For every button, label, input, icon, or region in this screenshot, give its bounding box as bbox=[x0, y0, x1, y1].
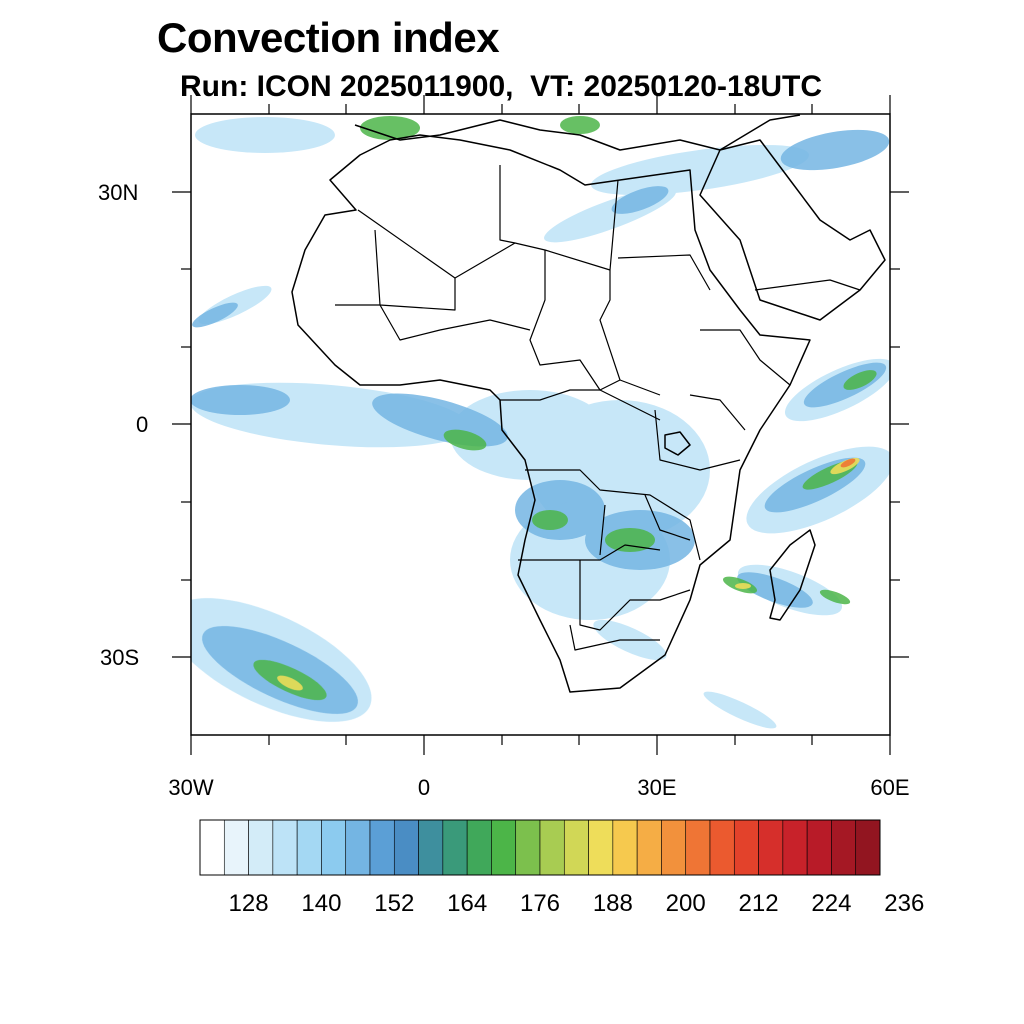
country-border bbox=[654, 409, 741, 471]
country-border bbox=[525, 469, 701, 561]
colorbar-cell bbox=[199, 819, 225, 876]
colorbar-tick-label: 200 bbox=[665, 890, 706, 917]
colorbar-cell bbox=[515, 819, 541, 876]
field-patch bbox=[819, 589, 851, 605]
country-border bbox=[335, 304, 531, 341]
field-patch bbox=[532, 510, 568, 530]
country-border bbox=[374, 229, 456, 311]
field-patch bbox=[191, 385, 290, 415]
lat-label-0: 0 bbox=[136, 412, 149, 437]
colorbar-cell bbox=[466, 819, 492, 876]
colorbar-cell bbox=[563, 819, 589, 876]
colorbar-cell bbox=[393, 819, 419, 876]
colorbar-cell bbox=[539, 819, 565, 876]
colorbar-cell bbox=[442, 819, 468, 876]
field-patch bbox=[560, 116, 600, 134]
colorbar-frame bbox=[199, 819, 881, 876]
field-patch bbox=[611, 186, 669, 214]
colorbar-cell bbox=[685, 819, 711, 876]
lake-victoria bbox=[664, 431, 691, 456]
colorbar-cell bbox=[418, 819, 444, 876]
colorbar-cell bbox=[223, 819, 249, 876]
colorbar-tick-label: 224 bbox=[811, 890, 852, 917]
convection-field-layer bbox=[191, 116, 890, 729]
colorbar-cell bbox=[636, 819, 662, 876]
colorbar-cell bbox=[321, 819, 347, 876]
country-border bbox=[617, 254, 711, 291]
colorbar-cell bbox=[491, 819, 517, 876]
field-patch bbox=[443, 429, 487, 451]
colorbar-tick-label: 212 bbox=[738, 890, 779, 917]
colorbar-tick-label: 176 bbox=[519, 890, 561, 917]
colorbar-cell bbox=[345, 819, 371, 876]
colorbar-cell bbox=[588, 819, 614, 876]
country-border bbox=[529, 250, 661, 396]
field-patch bbox=[840, 458, 856, 468]
country-border bbox=[689, 394, 746, 431]
field-patch bbox=[843, 370, 877, 390]
colorbar-cell bbox=[248, 819, 274, 876]
colorbar-cell bbox=[758, 819, 784, 876]
colorbar-cell bbox=[831, 819, 857, 876]
colorbar-tick-label: 140 bbox=[301, 890, 342, 917]
colorbar-cell bbox=[369, 819, 395, 876]
field-patch bbox=[703, 691, 777, 729]
field-patch bbox=[277, 675, 303, 691]
colorbar-cell bbox=[855, 819, 881, 876]
colorbar-tick-label: 152 bbox=[374, 890, 415, 917]
map-title: Convection index bbox=[157, 14, 500, 61]
map-subtitle: Run: ICON 2025011900, VT: 20250120-18UTC bbox=[180, 70, 822, 103]
country-border bbox=[499, 165, 516, 244]
field-patch bbox=[591, 144, 809, 196]
country-border bbox=[500, 389, 661, 421]
field-patch bbox=[780, 129, 890, 171]
country-border bbox=[599, 270, 621, 381]
field-patch bbox=[735, 583, 751, 589]
country-border bbox=[754, 279, 861, 291]
lon-label-60e: 60E bbox=[870, 775, 910, 800]
africa-coastline bbox=[291, 134, 811, 693]
coastline-layer bbox=[291, 114, 886, 693]
country-border bbox=[700, 329, 791, 386]
colorbar bbox=[199, 819, 881, 876]
colorbar-cell bbox=[296, 819, 322, 876]
colorbar-tick-label: 164 bbox=[447, 890, 488, 917]
lon-label-30w: 30W bbox=[168, 775, 214, 800]
country-border bbox=[569, 624, 660, 651]
colorbar-cell bbox=[661, 819, 687, 876]
colorbar-cell bbox=[272, 819, 298, 876]
field-patch bbox=[372, 393, 508, 447]
colorbar-cell bbox=[782, 819, 808, 876]
arabian-peninsula-coastline bbox=[699, 139, 886, 321]
colorbar-tick-label: 236 bbox=[884, 890, 925, 917]
lat-label-30n: 30N bbox=[98, 180, 139, 205]
country-border bbox=[357, 179, 619, 279]
field-patch bbox=[192, 302, 238, 328]
colorbar-cell bbox=[612, 819, 638, 876]
country-border bbox=[599, 504, 606, 556]
colorbar-cell bbox=[709, 819, 735, 876]
colorbar-tick-label: 188 bbox=[592, 890, 633, 917]
country-border bbox=[644, 494, 691, 541]
field-patch bbox=[605, 528, 655, 552]
axis-ticks bbox=[172, 95, 909, 755]
colorbar-tick-label: 128 bbox=[228, 890, 269, 917]
country-border bbox=[579, 560, 691, 631]
lon-label-30e: 30E bbox=[637, 775, 677, 800]
field-patch bbox=[360, 116, 420, 140]
lat-label-30s: 30S bbox=[100, 645, 140, 670]
colorbar-cell bbox=[806, 819, 832, 876]
europe-coastline bbox=[354, 114, 801, 151]
country-border bbox=[518, 544, 661, 561]
colorbar-cell bbox=[733, 819, 759, 876]
madagascar-coastline bbox=[769, 529, 816, 621]
field-patch bbox=[195, 117, 335, 153]
lon-label-0: 0 bbox=[417, 775, 431, 800]
